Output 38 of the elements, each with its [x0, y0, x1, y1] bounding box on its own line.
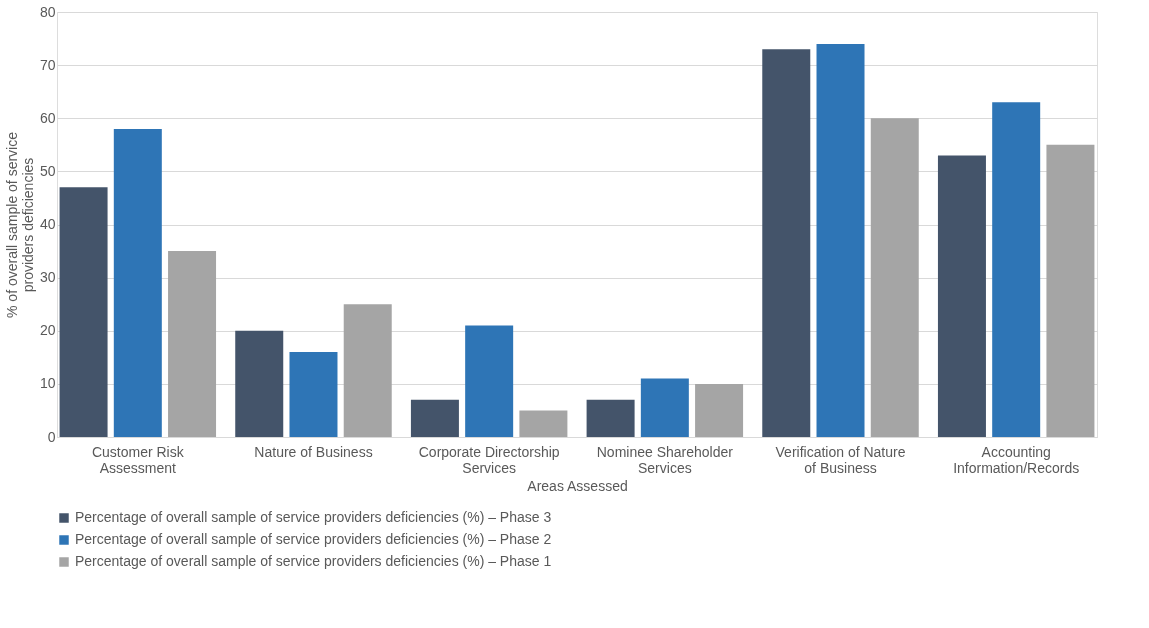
bar [519, 410, 568, 437]
bar [1046, 144, 1095, 437]
x-tick-label: Nominee Shareholder Services [596, 443, 734, 476]
bar [113, 128, 162, 437]
x-tick-label: Accounting Information/Records [953, 443, 1080, 476]
bar [992, 102, 1041, 437]
bar [410, 399, 459, 437]
y-tick-label: 30 [39, 269, 56, 286]
x-tick-label: Nature of Business [254, 443, 373, 460]
y-tick-label: 20 [39, 322, 56, 339]
y-axis-title: % of overall sample of service providers deficiencies [3, 131, 36, 318]
bar [235, 330, 284, 437]
bar [586, 399, 635, 437]
bar [937, 155, 986, 437]
x-axis-title: Areas Assessed [527, 477, 628, 494]
y-tick-label: 50 [39, 162, 56, 179]
legend-label: Percentage of overall sample of service providers deficiencies (%) – Phase 1 [75, 553, 552, 569]
bar [870, 118, 919, 437]
y-tick-label: 40 [39, 216, 56, 232]
y-tick-label: 10 [39, 375, 56, 392]
bar [762, 49, 811, 437]
bar [289, 352, 338, 437]
bar [695, 383, 744, 437]
y-tick-label: 0 [47, 428, 56, 445]
y-tick-label: 70 [39, 56, 56, 73]
legend-label: Percentage of overall sample of service providers deficiencies (%) – Phase 2 [75, 531, 552, 547]
x-tick-label: Corporate Directorship Services [418, 443, 560, 476]
bar [816, 43, 865, 437]
legend-label: Percentage of overall sample of service providers deficiencies (%) – Phase 3 [75, 509, 552, 525]
bar [640, 378, 689, 437]
x-tick-label: Verification of Nature of Business [775, 443, 906, 476]
bar [465, 325, 514, 437]
y-tick-label: 80 [39, 3, 56, 20]
bar [59, 187, 108, 437]
x-tick-label: Customer Risk Assessment [91, 443, 185, 476]
y-tick-label: 60 [39, 109, 56, 126]
bar [168, 251, 217, 437]
bar [343, 304, 392, 437]
